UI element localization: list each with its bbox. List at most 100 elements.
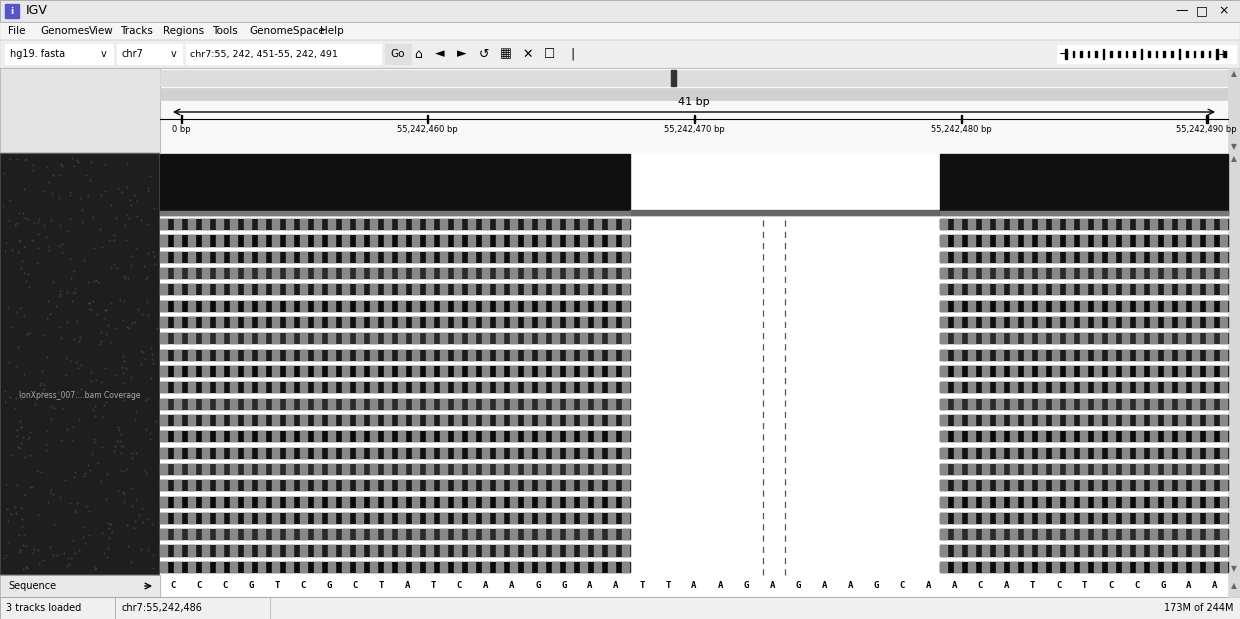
Point bbox=[9, 530, 29, 540]
Point bbox=[63, 288, 83, 298]
Bar bbox=[1094, 268, 1101, 278]
Bar bbox=[608, 545, 615, 556]
Bar bbox=[258, 366, 265, 376]
Text: ▦: ▦ bbox=[500, 48, 512, 61]
Bar bbox=[160, 399, 630, 409]
Point bbox=[136, 468, 156, 478]
Point bbox=[7, 342, 27, 352]
Bar bbox=[1122, 268, 1128, 278]
Point bbox=[52, 239, 72, 249]
Bar bbox=[0, 40, 1240, 68]
Bar bbox=[996, 464, 1003, 474]
Bar bbox=[940, 480, 1228, 490]
Bar bbox=[1149, 333, 1157, 344]
Bar bbox=[1065, 219, 1073, 229]
Bar bbox=[954, 301, 961, 311]
Bar bbox=[5, 44, 113, 64]
Bar bbox=[398, 317, 405, 327]
Point bbox=[51, 159, 71, 169]
Bar bbox=[1065, 480, 1073, 490]
Bar bbox=[342, 317, 348, 327]
Bar bbox=[1205, 480, 1213, 490]
Bar bbox=[160, 383, 167, 392]
Bar bbox=[314, 448, 321, 457]
Bar bbox=[370, 383, 377, 392]
Point bbox=[83, 405, 103, 415]
Point bbox=[117, 235, 136, 245]
Bar bbox=[1220, 317, 1226, 327]
Bar bbox=[1205, 431, 1213, 441]
Bar bbox=[427, 562, 433, 572]
Bar bbox=[1149, 464, 1157, 474]
Bar bbox=[412, 284, 419, 295]
Point bbox=[92, 476, 112, 486]
Bar bbox=[510, 545, 517, 556]
Bar bbox=[580, 464, 587, 474]
Bar bbox=[967, 448, 975, 457]
Bar bbox=[370, 366, 377, 376]
Point bbox=[136, 514, 156, 524]
Bar bbox=[160, 366, 630, 376]
Bar bbox=[427, 415, 433, 425]
Bar bbox=[525, 284, 531, 295]
Bar bbox=[356, 252, 363, 262]
Bar bbox=[0, 0, 1240, 22]
Bar bbox=[174, 284, 181, 295]
Point bbox=[12, 540, 32, 550]
Point bbox=[0, 386, 15, 396]
Bar bbox=[622, 252, 629, 262]
Bar bbox=[1205, 545, 1213, 556]
Point bbox=[122, 251, 141, 261]
Bar bbox=[5, 4, 19, 18]
Bar bbox=[525, 545, 531, 556]
Bar bbox=[329, 415, 335, 425]
Bar bbox=[1178, 301, 1184, 311]
Point bbox=[2, 322, 22, 332]
Bar bbox=[454, 415, 461, 425]
Bar bbox=[454, 480, 461, 490]
Bar bbox=[1163, 513, 1171, 523]
Bar bbox=[174, 545, 181, 556]
Bar bbox=[160, 268, 630, 278]
Bar bbox=[608, 383, 615, 392]
Bar bbox=[538, 383, 546, 392]
Bar bbox=[1224, 51, 1225, 57]
Bar bbox=[329, 333, 335, 344]
Bar bbox=[467, 317, 475, 327]
Bar bbox=[1220, 284, 1226, 295]
Bar bbox=[329, 464, 335, 474]
Bar bbox=[1192, 399, 1199, 409]
Bar bbox=[565, 415, 573, 425]
Bar bbox=[1149, 562, 1157, 572]
Bar bbox=[244, 562, 250, 572]
Bar bbox=[467, 415, 475, 425]
Bar bbox=[216, 399, 223, 409]
Bar bbox=[160, 153, 1228, 216]
Bar bbox=[510, 317, 517, 327]
Point bbox=[19, 435, 38, 444]
Bar bbox=[982, 366, 988, 376]
Bar bbox=[1052, 513, 1059, 523]
Bar bbox=[1205, 448, 1213, 457]
Bar bbox=[384, 545, 391, 556]
Bar bbox=[1136, 268, 1142, 278]
Point bbox=[118, 322, 138, 332]
Bar bbox=[1009, 235, 1017, 246]
Bar bbox=[384, 464, 391, 474]
Point bbox=[21, 482, 41, 492]
Bar bbox=[940, 301, 1228, 311]
Bar bbox=[496, 415, 503, 425]
Bar bbox=[510, 480, 517, 490]
Bar bbox=[538, 513, 546, 523]
Bar bbox=[1192, 252, 1199, 262]
Bar bbox=[300, 333, 308, 344]
Bar bbox=[1080, 513, 1086, 523]
Point bbox=[82, 367, 102, 377]
Bar bbox=[286, 350, 293, 360]
Bar bbox=[356, 545, 363, 556]
Bar bbox=[300, 545, 308, 556]
Bar bbox=[356, 496, 363, 506]
Bar bbox=[1065, 317, 1073, 327]
Bar bbox=[454, 284, 461, 295]
Text: ×: × bbox=[1219, 4, 1229, 17]
